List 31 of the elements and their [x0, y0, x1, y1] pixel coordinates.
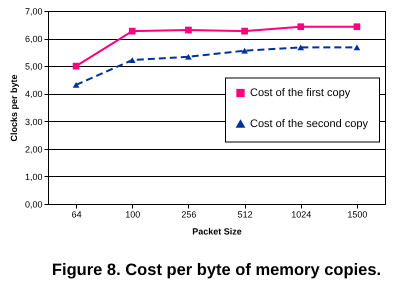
x-tick-label: 64: [72, 210, 82, 220]
point: [297, 44, 304, 50]
point: [128, 57, 136, 63]
legend-label: Cost of the second copy: [250, 118, 369, 130]
point: [185, 26, 192, 34]
y-tick-label: 5,00: [24, 62, 42, 72]
y-tick-label: 2,00: [24, 144, 42, 154]
y-tick-label: 0,00: [24, 200, 42, 210]
point: [354, 44, 360, 50]
x-tick-label: 1024: [291, 210, 312, 220]
point: [185, 54, 192, 60]
x-tick-label: 512: [238, 210, 253, 220]
x-tick-label: 256: [181, 210, 196, 220]
y-tick-label: 6,00: [24, 34, 42, 44]
y-tick-label: 1,00: [24, 172, 42, 182]
point: [241, 48, 248, 54]
y-tick-label: 3,00: [24, 116, 42, 127]
x-tick-label: 1500: [347, 210, 368, 220]
text: Figure 8. Cost per byte of memory copies.: [52, 261, 382, 279]
x-axis-title: Packet Size: [192, 226, 242, 236]
point: [241, 28, 248, 34]
y-axis-title: Clocks per byte: [8, 74, 19, 142]
point: [297, 23, 304, 30]
point: [354, 23, 360, 30]
point: [72, 62, 80, 70]
y-tick-label: 4,00: [24, 89, 42, 100]
legend-label: Cost of the first copy: [250, 87, 351, 99]
x-tick-label: 100: [125, 210, 140, 220]
point: [72, 82, 80, 88]
point: [128, 28, 136, 34]
y-tick-label: 7,00: [24, 6, 42, 16]
